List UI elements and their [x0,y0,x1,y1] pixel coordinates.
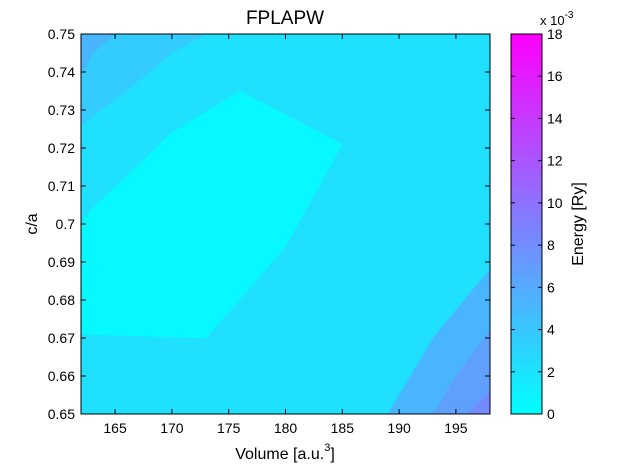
x-tick-label: 195 [444,420,468,436]
colorbar-tick-label: 14 [547,110,563,126]
y-tick-label: 0.71 [48,178,75,194]
x-axis-label: Volume [a.u.3] [235,442,335,463]
contour-regions [81,34,490,414]
y-tick-label: 0.66 [48,368,75,384]
x-tick-label: 190 [387,420,411,436]
x-tick-label: 185 [331,420,355,436]
x-axis-label-close: ] [330,446,334,463]
y-tick-label: 0.72 [48,140,75,156]
colorbar-ticks: 0 2 4 6 8 10 12 14 16 18 [511,26,563,422]
y-axis: 0.65 0.66 0.67 0.68 0.69 0.7 0.71 0.72 0.73 0.74 0… [48,26,490,422]
colorbar-tick-label: 10 [547,195,563,211]
colorbar-tick-label: 16 [547,68,563,84]
y-tick-label: 0.73 [48,102,75,118]
y-tick-label: 0.7 [56,216,76,232]
contour-region [432,329,490,414]
contour-region [466,390,490,414]
contour-region [81,90,343,339]
x-tick-label: 175 [217,420,241,436]
colorbar-exponent-power: -3 [565,10,574,21]
colorbar-tick-label: 18 [547,26,563,42]
y-tick-label: 0.65 [48,406,75,422]
colorbar-exponent: x 10-3 [540,10,574,28]
y-axis-label: c/a [24,213,41,234]
contour-region [81,34,207,126]
colorbar-tick-label: 12 [547,153,563,169]
x-tick-label: 170 [160,420,184,436]
colorbar-tick-label: 4 [547,322,555,338]
x-axis-label-text: Volume [a.u. [235,446,324,463]
colorbar-tick-label: 0 [547,406,555,422]
colorbar-label: Energy [Ry] [570,182,587,266]
x-tick-label: 180 [274,420,298,436]
y-tick-label: 0.68 [48,292,75,308]
x-axis: 165 170 175 180 185 190 195 [103,34,468,436]
chart-title: FPLAPW [246,8,324,29]
y-tick-label: 0.74 [48,64,75,80]
colorbar-tick-label: 8 [547,237,555,253]
colorbar-tick-label: 6 [547,279,555,295]
contour-region [81,34,116,76]
y-tick-label: 0.67 [48,330,75,346]
x-tick-label: 165 [103,420,127,436]
colorbar-exponent-base: x 10 [540,13,565,28]
colorbar [510,33,543,415]
colorbar-tick-label: 2 [547,364,555,380]
x-axis-label-superscript: 3 [324,442,330,454]
y-tick-label: 0.69 [48,254,75,270]
y-tick-label: 0.75 [48,26,75,42]
